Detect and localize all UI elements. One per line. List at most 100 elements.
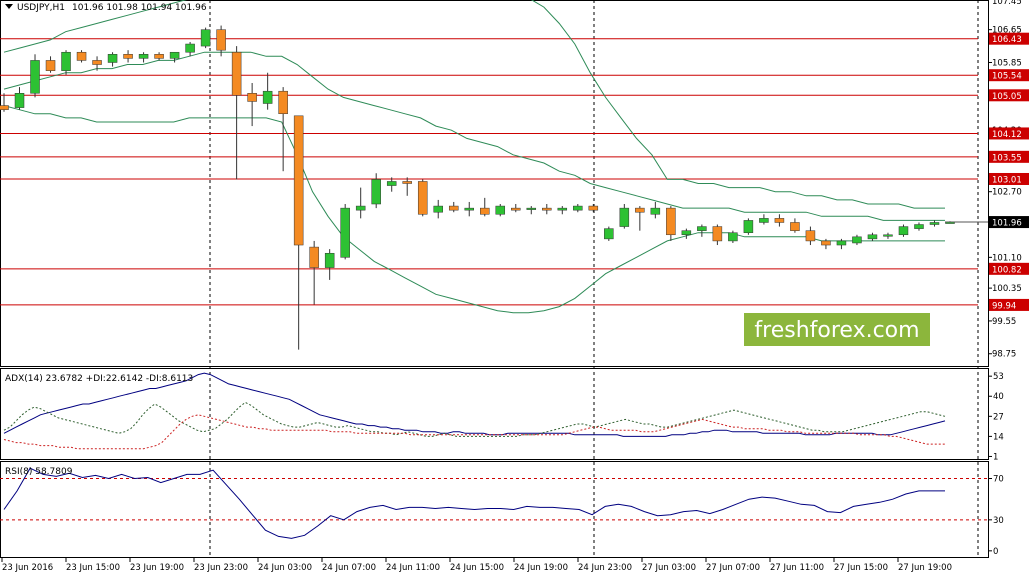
bollinger-lower-line xyxy=(3,105,945,314)
adx-tick-label: 14 xyxy=(993,432,1004,442)
adx-tick-label: 40 xyxy=(993,392,1004,402)
adx-tick-label: 27 xyxy=(993,412,1004,422)
bear-candle xyxy=(123,54,133,59)
adx-tick-label: 1 xyxy=(993,452,998,462)
bear-candle xyxy=(805,230,816,242)
time-tick-label: 27 Jun 11:00 xyxy=(770,563,824,573)
adx-tick-label: 53 xyxy=(993,372,1004,382)
rsi-line xyxy=(3,467,945,539)
bear-candle xyxy=(448,205,459,211)
bear-candle xyxy=(402,181,412,184)
chart-symbol: USDJPY,H1 xyxy=(17,3,65,13)
plus-di-line xyxy=(3,401,946,437)
bear-candle xyxy=(76,51,87,61)
bull-candle xyxy=(340,207,350,258)
bull-candle xyxy=(898,226,909,236)
bull-candle xyxy=(200,29,211,47)
bull-candle xyxy=(324,252,335,268)
dropdown-triangle-icon[interactable] xyxy=(5,4,13,9)
bear-candle xyxy=(542,207,552,211)
adx-panel-frame xyxy=(0,368,989,460)
time-axis: 23 Jun 2016 23 Jun 15:00 23 Jun 19:00 23 Ju… xyxy=(1,558,952,573)
level-price-label: 106.43 xyxy=(992,35,1022,45)
time-tick-label: 24 Jun 07:00 xyxy=(322,563,376,573)
bull-candle xyxy=(433,205,443,213)
bear-candle xyxy=(309,246,319,268)
level-price-label: 100.82 xyxy=(992,265,1022,275)
bear-candle xyxy=(0,105,9,110)
bull-candle xyxy=(650,207,661,215)
price-tick-label: 100.35 xyxy=(992,284,1022,294)
bollinger-upper-line xyxy=(3,0,945,209)
bull-candle xyxy=(355,205,366,211)
chart-ohlc: 101.96 101.98 101.94 101.96 xyxy=(72,3,207,13)
bear-candle xyxy=(45,60,56,71)
main-panel-frame xyxy=(0,0,989,367)
minus-di-line xyxy=(3,414,945,450)
level-price-tag xyxy=(989,89,1029,102)
level-price-tag xyxy=(989,32,1029,45)
level-price-label: 99.94 xyxy=(992,301,1016,311)
bear-candle xyxy=(635,207,645,213)
level-price-tag xyxy=(989,172,1029,185)
bull-candle xyxy=(852,236,862,244)
price-tick-label: 99.55 xyxy=(992,317,1016,327)
price-tick-label: 105.85 xyxy=(992,58,1022,68)
bear-candle xyxy=(293,115,304,246)
candles xyxy=(0,25,955,350)
time-tick-label: 23 Jun 23:00 xyxy=(194,563,248,573)
price-tick-label: 106.65 xyxy=(992,26,1022,36)
time-tick-label: 27 Jun 07:00 xyxy=(706,563,760,573)
rsi-tick-label: 0 xyxy=(993,547,998,557)
bull-candle xyxy=(464,207,474,211)
bull-candle xyxy=(697,226,707,231)
price-tick-label: 98.75 xyxy=(992,350,1016,360)
level-price-label: 103.01 xyxy=(992,175,1022,185)
bear-candle xyxy=(790,222,800,231)
time-tick-label: 23 Jun 2016 xyxy=(2,563,53,573)
bull-candle xyxy=(169,51,180,59)
time-tick-label: 24 Jun 23:00 xyxy=(578,563,632,573)
price-axis: 106.65105.85105.05104.20102.70101.10100.… xyxy=(945,0,1029,360)
level-price-label: 105.54 xyxy=(992,72,1022,82)
bull-candle xyxy=(371,179,381,205)
adx-indicator: 53 40 27 14 1 xyxy=(3,372,1004,462)
watermark-text: freshforex.com xyxy=(754,318,919,343)
bear-candle xyxy=(511,207,521,211)
rsi-tick-label: 30 xyxy=(993,516,1004,526)
bear-candle xyxy=(247,93,257,102)
bull-candle xyxy=(30,60,40,94)
bear-candle xyxy=(231,51,242,96)
time-tick-label: 27 Jun 19:00 xyxy=(898,563,952,573)
price-top-label: 107.45 xyxy=(992,0,1022,7)
current-price-label: 101.96 xyxy=(992,219,1022,229)
level-price-tag xyxy=(989,69,1029,82)
bull-candle xyxy=(604,228,614,240)
bear-candle xyxy=(154,54,164,59)
rsi-panel-frame xyxy=(0,461,989,558)
time-tick-label: 24 Jun 15:00 xyxy=(450,563,504,573)
bull-candle xyxy=(185,43,195,53)
bear-candle xyxy=(821,240,831,246)
bull-candle xyxy=(619,207,630,227)
bull-candle xyxy=(557,207,568,211)
time-tick-label: 23 Jun 19:00 xyxy=(130,563,184,573)
bull-candle xyxy=(867,234,878,240)
bear-candle xyxy=(774,218,785,223)
bull-candle xyxy=(14,93,25,108)
time-tick-label: 24 Jun 11:00 xyxy=(386,563,440,573)
time-tick-label: 23 Jun 15:00 xyxy=(66,563,120,573)
bear-candle xyxy=(216,29,226,51)
horizontal-levels xyxy=(0,38,978,306)
rsi-tick-label: 70 xyxy=(993,475,1004,485)
level-price-label: 105.05 xyxy=(992,92,1022,102)
bull-candle xyxy=(759,218,769,223)
bear-candle xyxy=(480,207,490,215)
rsi-readout: RSI(8) 58.7809 xyxy=(5,467,73,477)
level-price-label: 103.55 xyxy=(992,153,1022,163)
watermark-box xyxy=(744,313,930,346)
bull-candle xyxy=(573,205,583,211)
bull-candle xyxy=(138,54,149,59)
bull-candle xyxy=(836,240,847,246)
